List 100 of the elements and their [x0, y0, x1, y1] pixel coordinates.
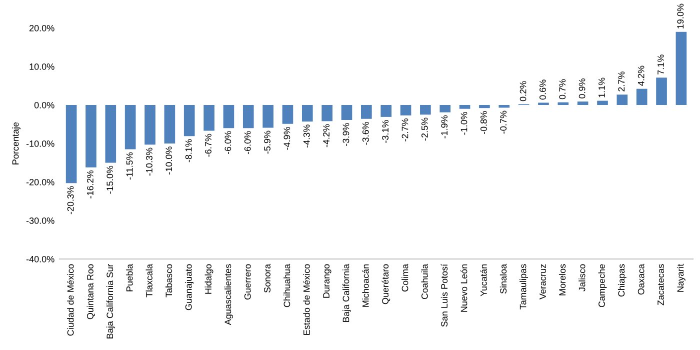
bar: [616, 94, 628, 105]
x-tick-label: Michoacán: [362, 264, 369, 307]
data-label: -5.9%: [264, 130, 270, 154]
data-label: 1.1%: [598, 78, 605, 98]
data-label: -20.3%: [67, 186, 74, 214]
x-tick-label: Colima: [402, 264, 408, 292]
bar: [223, 105, 234, 128]
data-label: -0.8%: [480, 111, 487, 134]
bar: [66, 105, 77, 184]
bar: [341, 105, 352, 120]
x-tick-label: Hidalgo: [204, 264, 214, 294]
bar: [656, 78, 667, 105]
x-tick-label: Morelos: [558, 264, 566, 296]
x-tick-label: Baja California: [342, 264, 351, 322]
data-label: -4.2%: [323, 124, 330, 148]
data-label: -6.0%: [224, 131, 232, 154]
x-tick-label: Veracruz: [540, 264, 546, 300]
x-tick-label: Campeche: [598, 264, 607, 308]
x-tick-label: Chiapas: [618, 264, 626, 297]
x-tick-label: Aguascalientes: [224, 264, 233, 326]
data-label: -3.9%: [342, 123, 350, 146]
data-label: 7.1%: [658, 54, 664, 74]
bar: [597, 100, 608, 105]
x-tick-label: Sinaloa: [500, 264, 507, 294]
data-label: -3.1%: [382, 120, 389, 143]
y-tick-label: -30.0%: [26, 217, 54, 224]
bar: [440, 105, 451, 112]
data-label: -10.3%: [146, 148, 152, 176]
x-tick-label: Durango: [323, 264, 332, 298]
bar: [144, 105, 156, 145]
x-tick-label: Nayarit: [676, 264, 686, 292]
bar: [204, 105, 214, 131]
bar: [361, 105, 372, 119]
bar: [400, 105, 412, 116]
data-label: -0.7%: [500, 110, 507, 134]
bar: [479, 105, 490, 108]
bar: [322, 105, 332, 122]
y-tick-label: -20.0%: [26, 178, 54, 186]
x-tick-label: Yucatán: [480, 264, 487, 296]
x-tick-label: Puebla: [126, 264, 133, 292]
data-label: 19.0%: [677, 4, 684, 28]
x-tick-label: Ciudad de México: [66, 264, 74, 336]
x-tick-label: Jalisco: [578, 264, 586, 292]
x-tick-label: Oaxaca: [638, 264, 644, 295]
data-label: -4.9%: [284, 126, 290, 150]
y-tick-label: 0.0%: [34, 102, 54, 108]
data-label: 0.2%: [520, 81, 526, 102]
x-tick-label: Quintana Roo: [86, 264, 96, 320]
bar: [558, 102, 569, 105]
x-tick-label: San Luis Potosí: [440, 264, 448, 327]
data-label: -3.6%: [362, 122, 369, 145]
x-tick-label: Nuevo León: [460, 264, 468, 312]
x-tick-label: Chihuahua: [284, 264, 290, 308]
x-tick-label: Querétaro: [382, 264, 390, 304]
y-tick-label: -10.0%: [26, 140, 54, 147]
bar: [282, 105, 294, 124]
bar: [676, 32, 687, 105]
data-label: -6.0%: [244, 131, 251, 154]
x-tick-label: Tabasco: [165, 264, 172, 298]
data-label: -6.7%: [205, 134, 212, 157]
y-tick-label: 10.0%: [30, 63, 54, 70]
bar: [164, 105, 176, 144]
data-label: 0.6%: [540, 80, 546, 100]
x-tick-label: Tamaulipas: [520, 264, 528, 310]
data-label: -2.5%: [421, 118, 428, 141]
x-tick-label: Zacatecas: [658, 264, 664, 306]
data-label: -1.9%: [441, 115, 448, 138]
data-label: 0.9%: [578, 78, 586, 98]
data-label: 4.2%: [638, 66, 644, 86]
y-tick-label: 20.0%: [29, 24, 54, 32]
data-label: -11.5%: [126, 152, 133, 180]
bar: [498, 105, 510, 108]
data-label: 0.7%: [559, 79, 566, 100]
data-label: -15.0%: [106, 166, 114, 194]
x-tick-label: Coahuila: [421, 264, 428, 300]
bar: [124, 105, 136, 150]
bar: [577, 102, 588, 105]
y-axis-title: Porcentaje: [12, 122, 20, 164]
data-label: -10.0%: [166, 146, 172, 174]
data-label: -8.1%: [185, 139, 192, 162]
x-tick-label: Guanajuato: [185, 264, 194, 310]
data-label: -1.0%: [460, 112, 468, 135]
bar: [636, 88, 648, 105]
x-tick-label: Baja California Sur: [106, 264, 115, 338]
x-tick-label: Tlaxcala: [146, 264, 152, 298]
bar: [302, 105, 313, 122]
bar: [262, 105, 274, 128]
data-label: -2.7%: [402, 118, 408, 142]
y-tick-label: -40.0%: [26, 256, 54, 262]
data-label: -4.3%: [303, 124, 310, 148]
bar: [459, 105, 470, 109]
data-label: -16.2%: [87, 170, 94, 198]
data-label: 2.7%: [618, 72, 625, 92]
x-tick-label: Estado de México: [303, 264, 310, 335]
bar: [242, 105, 254, 128]
bar: [184, 105, 195, 136]
bar: [420, 105, 431, 115]
x-tick-label: Sonora: [264, 264, 270, 293]
bar: [380, 105, 392, 117]
bar: [105, 105, 116, 163]
